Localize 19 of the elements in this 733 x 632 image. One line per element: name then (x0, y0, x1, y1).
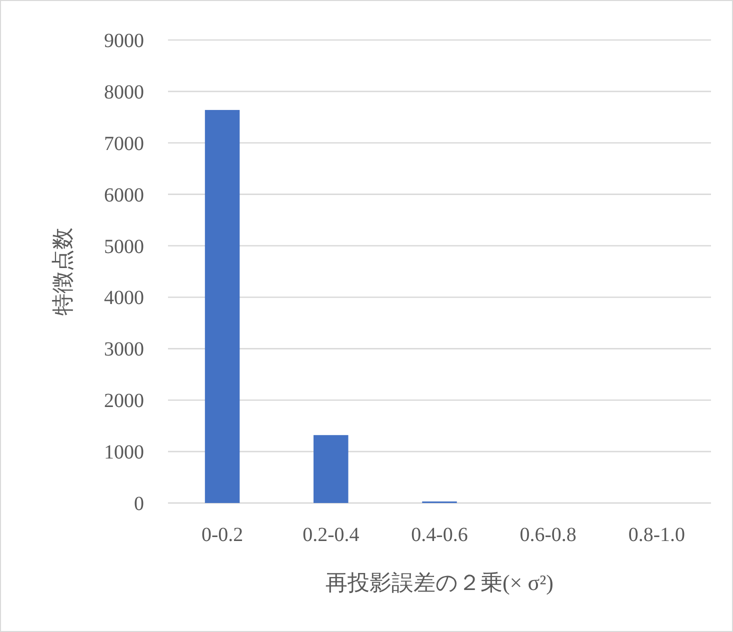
bar (204, 110, 240, 503)
x-tick-label: 0.4-0.6 (411, 524, 468, 546)
x-tick-label: 0.8-1.0 (628, 524, 686, 546)
y-tick-label: 7000 (104, 132, 144, 155)
y-tick-label: 8000 (104, 81, 144, 104)
y-tick-label: 6000 (104, 184, 144, 206)
y-tick-label: 2000 (104, 390, 144, 412)
x-tick-label: 0.2-0.4 (302, 524, 360, 546)
x-axis-title: 再投影誤差の２乗(× σ²) (325, 570, 554, 595)
bar (314, 435, 348, 503)
y-tick-label: 1000 (104, 442, 144, 464)
y-tick-label: 3000 (104, 338, 144, 361)
y-tick-label: 5000 (104, 236, 144, 258)
y-tick-label: 9000 (104, 30, 144, 52)
x-tick-label: 0.6-0.8 (520, 524, 576, 546)
x-tick-label: 0-0.2 (201, 524, 244, 546)
y-tick-label: 4000 (104, 287, 144, 310)
y-axis-title: 特徴点数 (50, 228, 75, 316)
y-tick-label: 0 (134, 493, 144, 515)
